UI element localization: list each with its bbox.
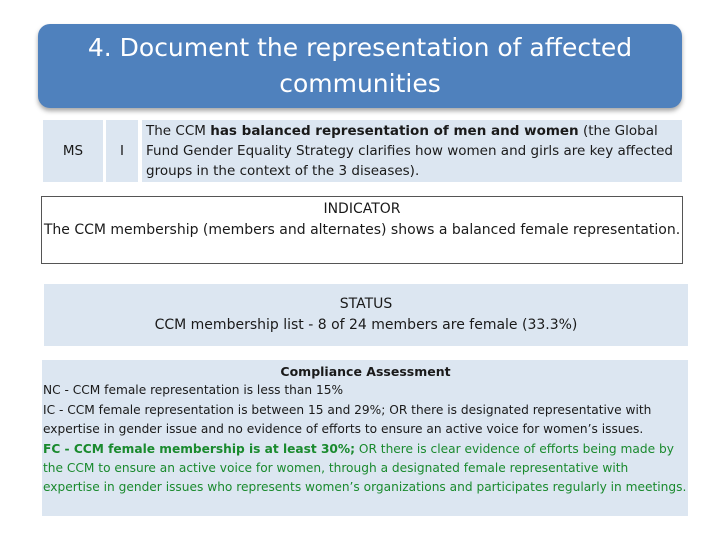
description-prefix: The CCM <box>146 123 211 139</box>
i-label: I <box>120 143 124 159</box>
status-heading: STATUS <box>339 296 393 312</box>
indicator-heading: INDICATOR <box>323 201 401 217</box>
status-box: STATUS CCM membership list - 8 of 24 mem… <box>44 284 688 346</box>
ms-cell: MS <box>43 120 103 182</box>
compliance-fc-bold: FC - CCM female membership is at least 3… <box>43 441 355 456</box>
compliance-box: Compliance Assessment NC - CCM female re… <box>42 360 688 516</box>
status-text: CCM membership list - 8 of 24 members ar… <box>154 317 578 333</box>
compliance-heading: Compliance Assessment <box>280 364 451 379</box>
compliance-nc: NC - CCM female representation is less t… <box>43 383 344 398</box>
compliance-fc-rest: OR there is clear evidence of efforts be… <box>43 441 687 495</box>
description-suffix: (the Global Fund Gender Equality Strateg… <box>146 123 673 179</box>
slide-title: 4. Document the representation of affect… <box>87 33 633 98</box>
ms-label: MS <box>62 143 84 159</box>
compliance-ic: IC - CCM female representation is betwee… <box>43 402 652 437</box>
description-cell: The CCM has balanced representation of m… <box>142 120 682 182</box>
indicator-box: INDICATOR The CCM membership (members an… <box>41 196 683 264</box>
description-bold: has balanced representation of men and w… <box>210 123 579 139</box>
title-banner: 4. Document the representation of affect… <box>38 24 682 108</box>
i-cell: I <box>106 120 138 182</box>
compliance-fc: FC - CCM female membership is at least 3… <box>43 440 688 498</box>
description-text: The CCM has balanced representation of m… <box>146 121 682 181</box>
indicator-text: The CCM membership (members and alternat… <box>43 222 681 238</box>
